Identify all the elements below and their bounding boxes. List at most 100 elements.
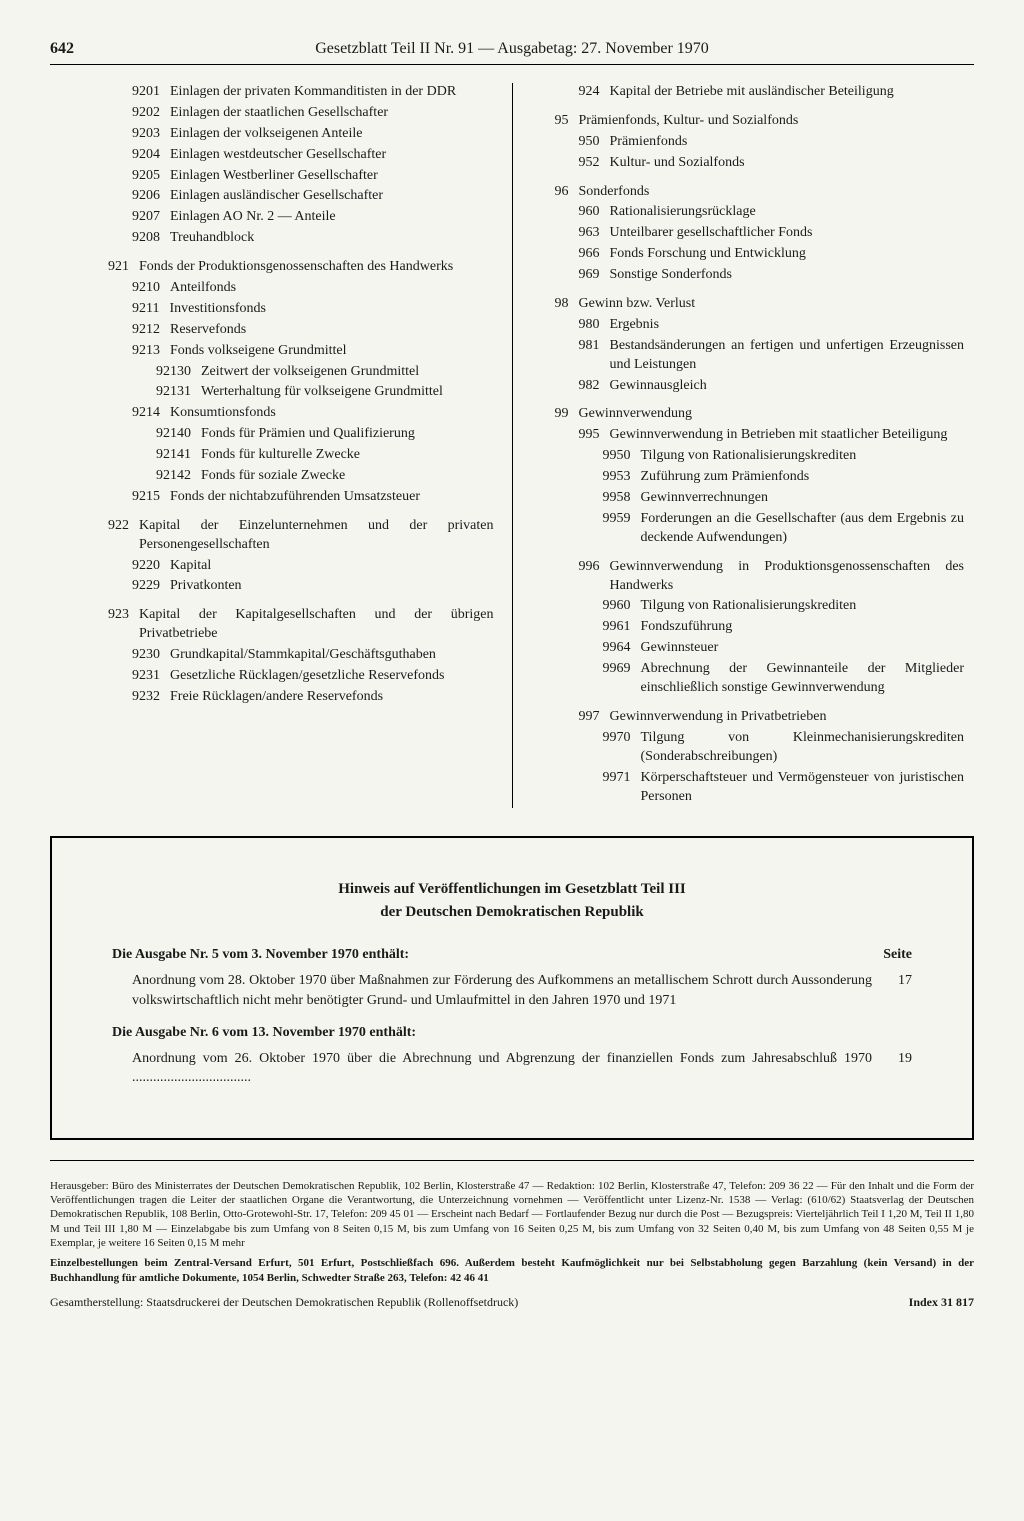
notice-issue-heading: Die Ausgabe Nr. 6 vom 13. November 1970 …: [112, 1025, 912, 1041]
index-entry: 952Kultur- und Sozialfonds: [531, 154, 965, 173]
entry-code: 9964: [603, 639, 631, 658]
entry-text: Prämienfonds: [610, 133, 965, 152]
index-entry: 9964 Gewinnsteuer: [531, 639, 965, 658]
entry-code: 9970: [603, 729, 631, 767]
index-entry: 9201Einlagen der privaten Kommanditisten…: [60, 83, 494, 102]
content-columns: 9201Einlagen der privaten Kommanditisten…: [50, 83, 974, 808]
entry-code: 9959: [603, 510, 631, 548]
index-entry: 950 Prämienfonds: [531, 133, 965, 152]
entry-code: 9207: [132, 208, 160, 227]
index-entry: 921 Fonds der Produktionsgenossenschaften…: [60, 258, 494, 277]
entry-text: Werterhaltung für volkseigene Grundmitte…: [201, 383, 494, 402]
notice-title-line1: Hinweis auf Veröffentlichungen im Gesetz…: [338, 881, 686, 897]
index-entry: 924 Kapital der Betriebe mit ausländische…: [531, 83, 965, 102]
entry-text: Fonds volkseigene Grundmittel: [170, 342, 494, 361]
entry-code: 996: [579, 558, 600, 596]
entry-text: Fonds für soziale Zwecke: [201, 467, 494, 486]
index-entry: 966Fonds Forschung und Entwicklung: [531, 245, 965, 264]
notice-item: Anordnung vom 26. Oktober 1970 über die …: [132, 1049, 912, 1088]
entry-code: 92142: [156, 467, 191, 486]
index-entry: 923Kapital der Kapitalgesellschaften und…: [60, 606, 494, 644]
entry-code: 96: [555, 183, 569, 202]
entry-text: Gewinn bzw. Verlust: [579, 295, 965, 314]
entry-text: Einlagen der staatlichen Gesellschafter: [170, 104, 494, 123]
index-entry: 969Sonstige Sonderfonds: [531, 266, 965, 285]
entry-text: Sonderfonds: [579, 183, 965, 202]
entry-code: 92141: [156, 446, 191, 465]
entry-text: Prämienfonds, Kultur- und Sozialfonds: [579, 112, 965, 131]
notice-item-text: Anordnung vom 26. Oktober 1970 über die …: [132, 1049, 872, 1088]
footer-line: Gesamtherstellung: Staatsdruckerei der D…: [50, 1295, 974, 1311]
index-entry: 997Gewinnverwendung in Privatbetrieben: [531, 708, 965, 727]
notice-issue-heading: Die Ausgabe Nr. 5 vom 3. November 1970 e…: [112, 947, 912, 963]
entry-code: 9220: [132, 557, 160, 576]
index-entry: 996Gewinnverwendung in Produktionsgenoss…: [531, 558, 965, 596]
index-entry: 9230Grundkapital/Stammkapital/Geschäftsg…: [60, 646, 494, 665]
entry-text: Gewinnausgleich: [610, 377, 965, 396]
entry-text: Anteilfonds: [170, 279, 494, 298]
entry-text: Einlagen AO Nr. 2 — Anteile: [170, 208, 494, 227]
entry-code: 9213: [132, 342, 160, 361]
index-entry: 9210 Anteilfonds: [60, 279, 494, 298]
index-entry: 9214Konsumtionsfonds: [60, 404, 494, 423]
entry-code: 9210: [132, 279, 160, 298]
entry-text: Gewinnsteuer: [641, 639, 965, 658]
entry-code: 9961: [603, 618, 631, 637]
index-entry: 9205Einlagen Westberliner Gesellschafter: [60, 167, 494, 186]
entry-text: Fondszuführung: [641, 618, 965, 637]
index-entry: 98Gewinn bzw. Verlust: [531, 295, 965, 314]
entry-code: 950: [579, 133, 600, 152]
page-number: 642: [50, 40, 74, 58]
index-entry: 922Kapital der Einzelunternehmen und der…: [60, 517, 494, 555]
entry-code: 921: [108, 258, 129, 277]
entry-code: 9202: [132, 104, 160, 123]
notice-body: Die Ausgabe Nr. 5 vom 3. November 1970 e…: [112, 947, 912, 1087]
entry-code: 9208: [132, 229, 160, 248]
entry-code: 9206: [132, 187, 160, 206]
entry-text: Kapital der Betriebe mit ausländischer B…: [610, 83, 965, 102]
index-entry: 92131 Werterhaltung für volkseigene Grund…: [60, 383, 494, 402]
entry-text: Forderungen an die Gesellschafter (aus d…: [641, 510, 965, 548]
entry-text: Fonds für kulturelle Zwecke: [201, 446, 494, 465]
notice-title-line2: der Deutschen Demokratischen Republik: [380, 904, 643, 920]
index-entry: 9961 Fondszuführung: [531, 618, 965, 637]
index-entry: 9971Körperschaftsteuer und Vermögensteue…: [531, 769, 965, 807]
entry-text: Einlagen ausländischer Gesellschafter: [170, 187, 494, 206]
entry-text: Tilgung von Rationalisierungskrediten: [641, 597, 965, 616]
entry-text: Unteilbarer gesellschaftlicher Fonds: [610, 224, 965, 243]
index-entry: 95Prämienfonds, Kultur- und Sozialfonds: [531, 112, 965, 131]
notice-item-page: 19: [882, 1049, 912, 1088]
entry-text: Kapital der Kapitalgesellschaften und de…: [139, 606, 494, 644]
index-entry: 9969Abrechnung der Gewinnanteile der Mit…: [531, 660, 965, 698]
index-entry: 9220Kapital: [60, 557, 494, 576]
entry-code: 9201: [132, 83, 160, 102]
notice-item: Anordnung vom 28. Oktober 1970 über Maßn…: [132, 971, 912, 1010]
index-entry: 9206 Einlagen ausländischer Gesellschafte…: [60, 187, 494, 206]
entry-text: Einlagen westdeutscher Gesellschafter: [170, 146, 494, 165]
entry-text: Reservefonds: [170, 321, 494, 340]
entry-code: 9203: [132, 125, 160, 144]
index-entry: 9231Gesetzliche Rücklagen/gesetzliche Re…: [60, 667, 494, 686]
entry-code: 924: [579, 83, 600, 102]
entry-text: Einlagen der volkseigenen Anteile: [170, 125, 494, 144]
imprint: Herausgeber: Büro des Ministerrates der …: [50, 1160, 974, 1311]
entry-code: 92130: [156, 363, 191, 382]
index-entry: 9211Investitionsfonds: [60, 300, 494, 319]
entry-code: 9971: [603, 769, 631, 807]
entry-code: 92131: [156, 383, 191, 402]
index-entry: 9958Gewinnverrechnungen: [531, 489, 965, 508]
index-entry: 9203 Einlagen der volkseigenen Anteile: [60, 125, 494, 144]
entry-text: Fonds der Produktionsgenossenschaften de…: [139, 258, 494, 277]
entry-code: 92140: [156, 425, 191, 444]
entry-code: 9211: [132, 300, 159, 319]
left-column: 9201Einlagen der privaten Kommanditisten…: [50, 83, 513, 808]
entry-text: Kapital der Einzelunternehmen und der pr…: [139, 517, 494, 555]
index-number: Index 31 817: [909, 1295, 974, 1311]
entry-code: 9229: [132, 577, 160, 596]
index-entry: 92140Fonds für Prämien und Qualifizierun…: [60, 425, 494, 444]
entry-text: Gewinnverwendung in Betrieben mit staatl…: [610, 426, 965, 445]
entry-code: 966: [579, 245, 600, 264]
notice-item-text: Anordnung vom 28. Oktober 1970 über Maßn…: [132, 971, 872, 1010]
entry-code: 9205: [132, 167, 160, 186]
entry-code: 99: [555, 405, 569, 424]
